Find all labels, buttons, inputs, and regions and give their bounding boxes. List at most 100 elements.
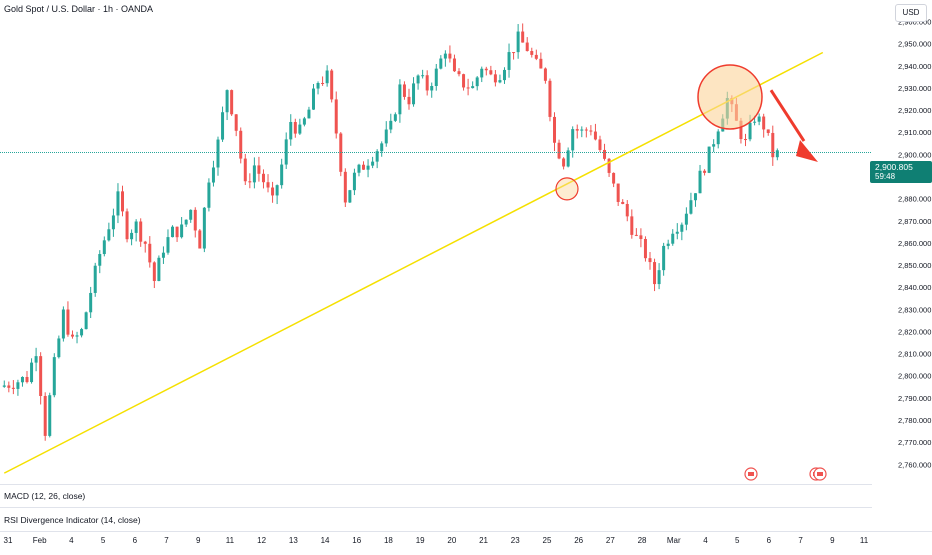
candle-body[interactable] [407, 96, 411, 105]
candle-body[interactable] [289, 121, 293, 140]
candle-body[interactable] [684, 213, 688, 225]
candle-body[interactable] [293, 121, 297, 134]
candle-body[interactable] [148, 243, 152, 263]
candle-body[interactable] [230, 90, 234, 115]
candle-body[interactable] [466, 87, 470, 89]
candle-body[interactable] [16, 382, 20, 389]
candle-body[interactable] [680, 224, 684, 232]
annotation-arrow-shaft[interactable] [769, 89, 806, 142]
indicator-rsi-label[interactable]: RSI Divergence Indicator (14, close) [4, 515, 141, 525]
candle-body[interactable] [211, 167, 215, 183]
rsi-pane-divider[interactable] [0, 531, 932, 532]
candle-body[interactable] [498, 80, 502, 83]
candle-body[interactable] [412, 83, 416, 105]
y-axis[interactable]: 2,960.0002,950.0002,940.0002,930.0002,92… [872, 0, 932, 531]
candle-body[interactable] [316, 82, 320, 89]
candle-body[interactable] [180, 224, 184, 238]
candle-body[interactable] [225, 90, 229, 113]
candle-body[interactable] [430, 85, 434, 91]
candle-body[interactable] [534, 54, 538, 59]
candle-body[interactable] [666, 243, 670, 246]
candle-body[interactable] [143, 241, 147, 244]
candle-body[interactable] [284, 139, 288, 165]
candle-body[interactable] [175, 226, 179, 238]
candle-body[interactable] [30, 362, 34, 383]
candle-body[interactable] [20, 376, 24, 383]
candle-body[interactable] [243, 158, 247, 182]
candle-body[interactable] [171, 226, 175, 238]
candle-body[interactable] [621, 201, 625, 204]
candle-body[interactable] [716, 131, 720, 145]
candle-body[interactable] [321, 82, 325, 84]
candle-body[interactable] [675, 231, 679, 234]
candle-body[interactable] [221, 112, 225, 140]
candle-body[interactable] [25, 376, 29, 383]
candle-body[interactable] [302, 118, 306, 125]
candle-body[interactable] [384, 129, 388, 144]
candle-body[interactable] [66, 309, 70, 335]
candle-body[interactable] [539, 58, 543, 69]
candle-body[interactable] [80, 329, 84, 336]
candle-body[interactable] [766, 129, 770, 133]
candle-body[interactable] [521, 31, 525, 43]
candle-body[interactable] [2, 385, 6, 387]
candle-body[interactable] [762, 116, 766, 130]
candle-body[interactable] [402, 84, 406, 97]
candle-body[interactable] [703, 170, 707, 173]
candle-body[interactable] [584, 129, 588, 131]
candle-body[interactable] [239, 130, 243, 159]
candle-body[interactable] [57, 338, 61, 358]
candle-body[interactable] [625, 203, 629, 217]
macd-pane-divider[interactable] [0, 507, 872, 508]
candle-body[interactable] [371, 161, 375, 166]
candle-body[interactable] [421, 75, 425, 77]
candle-body[interactable] [439, 58, 443, 69]
candle-body[interactable] [348, 190, 352, 203]
candle-body[interactable] [157, 257, 161, 282]
candle-body[interactable] [11, 387, 15, 389]
candle-body[interactable] [603, 149, 607, 159]
candle-body[interactable] [530, 51, 534, 55]
candle-body[interactable] [693, 193, 697, 201]
candle-body[interactable] [753, 121, 757, 123]
candle-body[interactable] [166, 237, 170, 253]
candle-body[interactable] [507, 52, 511, 70]
candle-body[interactable] [334, 99, 338, 134]
candle-body[interactable] [571, 129, 575, 151]
candle-body[interactable] [152, 262, 156, 282]
candle-body[interactable] [216, 139, 220, 168]
candle-body[interactable] [748, 122, 752, 140]
candle-body[interactable] [434, 68, 438, 86]
candle-body[interactable] [202, 207, 206, 249]
candle-body[interactable] [452, 58, 456, 72]
candle-body[interactable] [484, 68, 488, 71]
candle-body[interactable] [425, 75, 429, 91]
trendline[interactable] [3, 51, 824, 474]
candle-body[interactable] [553, 116, 557, 143]
candle-body[interactable] [443, 53, 447, 59]
candle-body[interactable] [739, 120, 743, 140]
candle-body[interactable] [52, 357, 56, 396]
candle-body[interactable] [416, 75, 420, 84]
candle-body[interactable] [502, 69, 506, 81]
candle-body[interactable] [389, 120, 393, 130]
candle-body[interactable] [84, 312, 88, 330]
candle-body[interactable] [261, 173, 265, 183]
candle-body[interactable] [712, 144, 716, 147]
candle-body[interactable] [352, 172, 356, 191]
candle-body[interactable] [257, 165, 261, 174]
annotation-circle-large[interactable] [697, 64, 763, 130]
candle-body[interactable] [757, 116, 761, 122]
candle-body[interactable] [111, 215, 115, 230]
candle-body[interactable] [575, 129, 579, 131]
candle-body[interactable] [375, 151, 379, 162]
candle-body[interactable] [184, 219, 188, 225]
candle-body[interactable] [102, 240, 106, 255]
candle-body[interactable] [343, 171, 347, 203]
candle-body[interactable] [7, 385, 11, 388]
candle-body[interactable] [398, 84, 402, 115]
candle-body[interactable] [489, 70, 493, 75]
candle-body[interactable] [252, 165, 256, 183]
candle-body[interactable] [557, 142, 561, 159]
candle-body[interactable] [457, 71, 461, 75]
